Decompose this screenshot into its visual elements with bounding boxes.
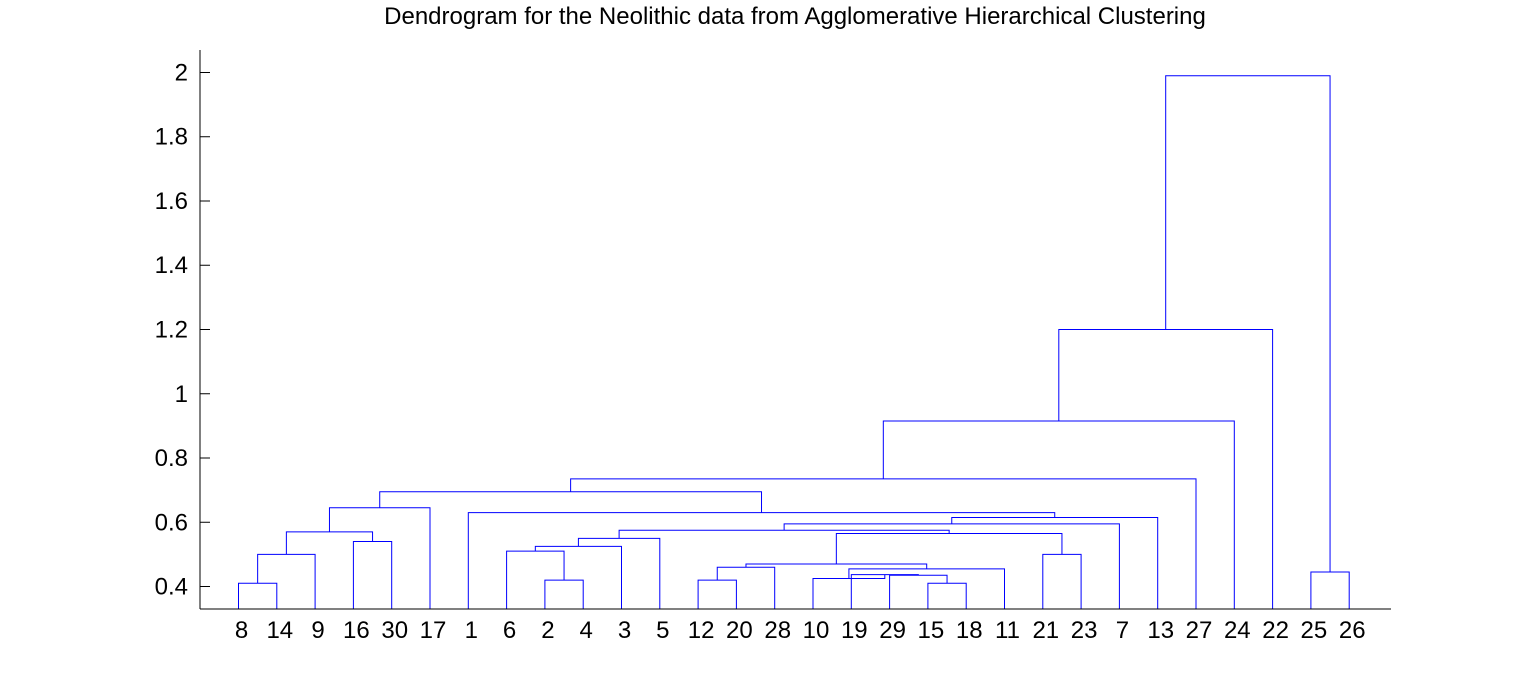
dendrogram-link (534, 545, 622, 609)
dendrogram-link (745, 563, 928, 569)
dendrogram-link (257, 553, 316, 609)
leaf-label: 17 (420, 617, 447, 644)
y-tick-label: 0.6 (155, 509, 188, 536)
leaf-label: 6 (503, 617, 516, 644)
leaf-label: 13 (1147, 617, 1174, 644)
leaf-label: 15 (918, 617, 945, 644)
dendrogram-link (783, 523, 1120, 609)
leaf-label: 30 (381, 617, 408, 644)
dendrogram-link (352, 541, 393, 609)
y-tick-label: 1.6 (155, 188, 188, 215)
leaf-label: 2 (541, 617, 554, 644)
leaf-label: 22 (1262, 617, 1289, 644)
leaf-label: 1 (465, 617, 478, 644)
leaf-label: 14 (266, 617, 293, 644)
dendrogram-link (618, 529, 950, 539)
leaf-label: 25 (1301, 617, 1328, 644)
dendrogram-link (1058, 329, 1274, 609)
y-tick-label: 2 (175, 59, 188, 86)
dendrogram-link (1042, 553, 1082, 609)
leaf-label: 12 (688, 617, 715, 644)
dendrogram-link (328, 507, 431, 609)
dendrogram-link (716, 566, 776, 609)
leaf-label: 3 (618, 617, 631, 644)
dendrogram-link (285, 531, 374, 555)
y-axis-ticks: 0.4 0.6 0.8 1 1.2 1.4 1.6 1.8 2 (155, 59, 210, 601)
chart-title: Dendrogram for the Neolithic data from A… (384, 3, 1206, 30)
leaf-label: 10 (803, 617, 830, 644)
dendrogram-link (238, 582, 278, 609)
dendrogram-link (850, 574, 919, 609)
y-tick-label: 0.8 (155, 445, 188, 472)
y-tick-label: 1.2 (155, 317, 188, 344)
leaf-label: 27 (1186, 617, 1213, 644)
dendrogram-link (1310, 571, 1350, 609)
dendrogram-link (544, 579, 584, 609)
leaf-label: 21 (1032, 617, 1059, 644)
leaf-label: 29 (879, 617, 906, 644)
dendrogram-link (697, 579, 737, 609)
leaf-label: 9 (311, 617, 324, 644)
dendrogram-link (1165, 75, 1331, 573)
leaf-label: 16 (343, 617, 370, 644)
dendrogram-link (570, 478, 1197, 609)
dendrogram-link (467, 512, 1056, 609)
dendrogram-link (889, 574, 948, 609)
dendrogram-link (835, 533, 1063, 565)
leaf-label: 19 (841, 617, 868, 644)
y-tick-label: 1 (175, 381, 188, 408)
leaf-label: 24 (1224, 617, 1251, 644)
y-tick-label: 1.8 (155, 124, 188, 151)
leaf-label: 7 (1116, 617, 1129, 644)
leaf-label: 18 (956, 617, 983, 644)
leaf-label: 23 (1071, 617, 1098, 644)
dendrogram-link (927, 582, 967, 609)
leaf-label: 4 (580, 617, 593, 644)
dendrogram-link (379, 491, 763, 513)
leaf-label: 20 (726, 617, 753, 644)
dendrogram-link (951, 516, 1159, 609)
dendrogram-link (812, 574, 886, 609)
y-tick-label: 1.4 (155, 252, 188, 279)
y-tick-label: 0.4 (155, 574, 188, 601)
leaf-label: 8 (235, 617, 248, 644)
x-axis-leaf-labels: 8 14 9 16 30 17 1 6 2 4 3 5 12 20 28 10 19 29 15 18 11 21 23 7 1… (235, 617, 1366, 644)
leaf-label: 28 (764, 617, 791, 644)
leaf-label: 5 (656, 617, 669, 644)
dendrogram-link (577, 537, 661, 609)
leaf-label: 26 (1339, 617, 1366, 644)
dendrogram-links (238, 75, 1350, 609)
dendrogram-link (882, 420, 1235, 609)
leaf-label: 11 (995, 617, 1020, 644)
